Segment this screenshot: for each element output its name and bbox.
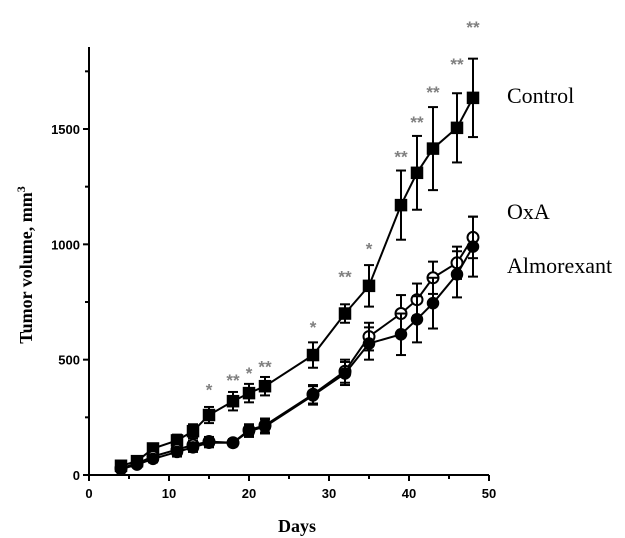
significance-marker: ** [394, 147, 408, 166]
data-point [338, 307, 352, 320]
significance-marker: ** [450, 55, 464, 74]
data-point [186, 424, 200, 438]
x-tick-label: 10 [162, 486, 176, 501]
data-point [410, 166, 424, 180]
significance-marker: * [310, 318, 317, 337]
data-point [146, 452, 160, 466]
significance-marker: ** [426, 83, 440, 102]
data-point [258, 420, 272, 433]
series-label-almorexant: Almorexant [507, 253, 612, 278]
data-point [226, 394, 240, 408]
data-point [306, 389, 320, 402]
y-axis-title-superscript: 3 [14, 186, 28, 192]
data-point [466, 240, 480, 253]
y-tick-label: 1500 [51, 122, 80, 137]
data-point [450, 268, 464, 281]
significance-marker: * [246, 364, 253, 383]
data-point [426, 296, 440, 310]
y-tick-label: 0 [73, 468, 80, 483]
data-point [130, 458, 144, 471]
data-point [450, 121, 464, 135]
x-tick-label: 40 [402, 486, 416, 501]
data-point [242, 424, 256, 438]
x-tick-label: 0 [85, 486, 92, 501]
data-point [426, 142, 440, 155]
x-tick-label: 50 [482, 486, 496, 501]
data-point [466, 91, 480, 105]
significance-marker: ** [466, 18, 480, 37]
y-axis-title-main: Tumor volume, mm [16, 192, 36, 344]
series-line-oxa [120, 236, 474, 470]
data-point [242, 386, 256, 400]
significance-marker: ** [338, 267, 352, 286]
x-tick-label: 20 [242, 486, 256, 501]
series-control [114, 57, 480, 473]
data-point [202, 436, 216, 449]
significance-annotations: * ** * **************** [206, 18, 480, 399]
y-axis-title: Tumor volume, mm3 [14, 186, 36, 344]
data-point [202, 408, 216, 422]
data-point [394, 328, 408, 341]
significance-marker: ** [258, 357, 272, 376]
data-point [362, 337, 376, 350]
x-axis-title: Days [278, 516, 316, 536]
y-tick-label: 1000 [51, 237, 80, 252]
series-almorexant [114, 215, 480, 476]
series-line-control [120, 97, 474, 467]
data-point [258, 379, 272, 393]
y-tick-label: 500 [58, 353, 80, 368]
significance-marker: * [366, 240, 373, 259]
data-point [338, 367, 352, 380]
data-point [394, 198, 408, 212]
significance-marker: ** [226, 371, 240, 390]
data-point [362, 279, 376, 293]
series-layer [114, 57, 480, 476]
data-point [226, 436, 240, 449]
significance-marker: ** [410, 113, 424, 132]
series-oxa [114, 215, 480, 475]
data-point [410, 313, 424, 326]
data-point [114, 462, 128, 476]
data-point [186, 441, 200, 454]
series-label-control: Control [507, 83, 574, 108]
data-point [306, 348, 320, 362]
series-label-oxa: OxA [507, 199, 550, 224]
data-point [170, 445, 184, 459]
significance-marker: * [206, 380, 213, 399]
x-tick-label: 30 [322, 486, 336, 501]
series-labels: Control OxA Almorexant [507, 83, 612, 278]
